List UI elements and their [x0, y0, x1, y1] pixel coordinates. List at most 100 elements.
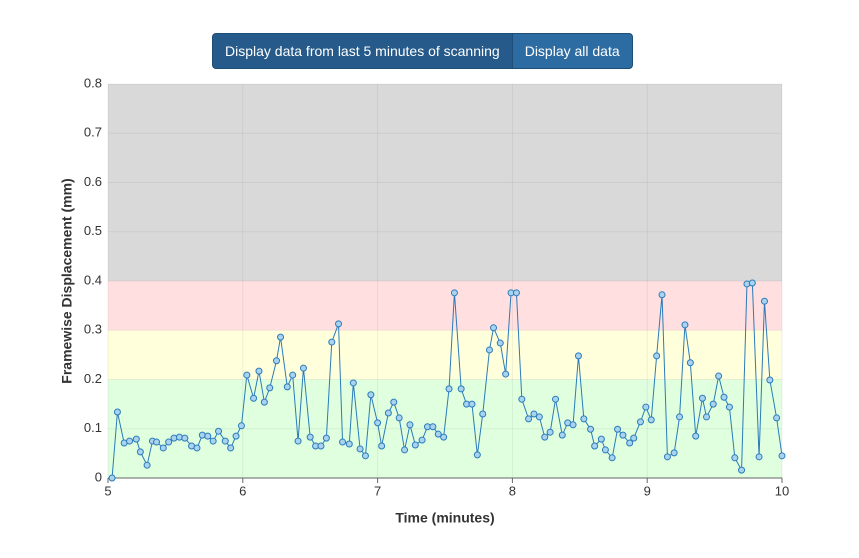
data-point	[552, 395, 560, 403]
data-point	[227, 444, 235, 452]
data-point	[299, 364, 307, 372]
y-tick-label: 0.5	[84, 223, 102, 238]
data-point	[440, 433, 448, 441]
data-point	[159, 444, 167, 452]
x-tick-label: 8	[509, 483, 516, 498]
data-point	[535, 413, 543, 421]
threshold-band	[108, 84, 782, 281]
data-point	[692, 432, 700, 440]
data-point	[294, 437, 302, 445]
data-point	[378, 442, 386, 450]
data-point	[418, 436, 426, 444]
y-tick-label: 0.4	[84, 272, 102, 287]
data-point	[277, 333, 285, 341]
data-point	[541, 433, 549, 441]
data-point	[580, 415, 588, 423]
data-point	[479, 410, 487, 418]
x-tick-label: 6	[239, 483, 246, 498]
data-point	[703, 413, 711, 421]
y-tick-label: 0.1	[84, 420, 102, 435]
data-point	[367, 391, 375, 399]
data-point	[698, 394, 706, 402]
data-point	[339, 438, 347, 446]
data-point	[601, 446, 609, 454]
data-point	[232, 432, 240, 440]
y-tick-label: 0.8	[84, 75, 102, 90]
y-tick-label: 0.3	[84, 322, 102, 337]
data-point	[773, 414, 781, 422]
data-point	[738, 466, 746, 474]
y-axis-label: Framewise Displacement (mm)	[59, 178, 75, 383]
data-point	[619, 431, 627, 439]
data-point	[136, 448, 144, 456]
data-point	[709, 400, 717, 408]
data-point	[715, 372, 723, 380]
data-point	[143, 461, 151, 469]
data-point	[473, 451, 481, 459]
data-point	[445, 385, 453, 393]
data-point	[289, 371, 297, 379]
data-point	[390, 398, 398, 406]
data-point	[587, 425, 595, 433]
data-point	[748, 279, 756, 287]
data-point	[558, 431, 566, 439]
data-point	[345, 440, 353, 448]
data-point	[485, 346, 493, 354]
x-tick-label: 9	[644, 483, 651, 498]
x-tick-label: 5	[104, 483, 111, 498]
data-point	[468, 400, 476, 408]
data-point	[647, 416, 655, 424]
data-point	[165, 438, 173, 446]
data-point	[193, 444, 201, 452]
data-point	[204, 432, 212, 440]
data-point	[778, 452, 786, 460]
data-point	[663, 453, 671, 461]
data-point	[626, 439, 634, 447]
data-point	[681, 321, 689, 329]
x-tick-label: 10	[775, 483, 789, 498]
data-point	[653, 352, 661, 360]
data-point	[766, 376, 774, 384]
data-point	[569, 421, 577, 429]
data-point	[530, 410, 538, 418]
data-point	[755, 453, 763, 461]
data-point	[250, 394, 258, 402]
data-point	[760, 297, 768, 305]
data-point	[317, 442, 325, 450]
data-point	[546, 428, 554, 436]
data-point	[255, 367, 263, 375]
data-point	[725, 403, 733, 411]
data-point	[335, 320, 343, 328]
data-point	[243, 371, 251, 379]
data-point	[434, 430, 442, 438]
data-point	[686, 359, 694, 367]
data-point	[597, 435, 605, 443]
data-point	[636, 418, 644, 426]
data-point	[209, 437, 217, 445]
data-point	[273, 357, 280, 365]
data-point	[126, 437, 134, 445]
data-point	[266, 384, 274, 392]
data-point	[450, 289, 458, 297]
data-point	[153, 438, 161, 446]
data-point	[395, 414, 403, 422]
data-point	[429, 423, 437, 431]
button[interactable]: Display all data	[512, 33, 633, 69]
data-point	[328, 338, 336, 346]
data-point	[512, 289, 520, 297]
data-point	[322, 434, 330, 442]
data-point	[349, 379, 357, 387]
data-point	[260, 398, 268, 406]
data-point	[113, 408, 121, 416]
data-point	[384, 409, 392, 417]
threshold-band	[108, 330, 782, 380]
data-point	[591, 442, 599, 450]
data-point	[356, 445, 364, 453]
data-point	[237, 422, 245, 430]
data-point	[614, 425, 622, 433]
x-axis-label: Time (minutes)	[395, 510, 494, 526]
data-point	[306, 433, 314, 441]
button[interactable]: Display data from last 5 minutes of scan…	[212, 33, 513, 69]
y-tick-label: 0	[95, 469, 102, 484]
